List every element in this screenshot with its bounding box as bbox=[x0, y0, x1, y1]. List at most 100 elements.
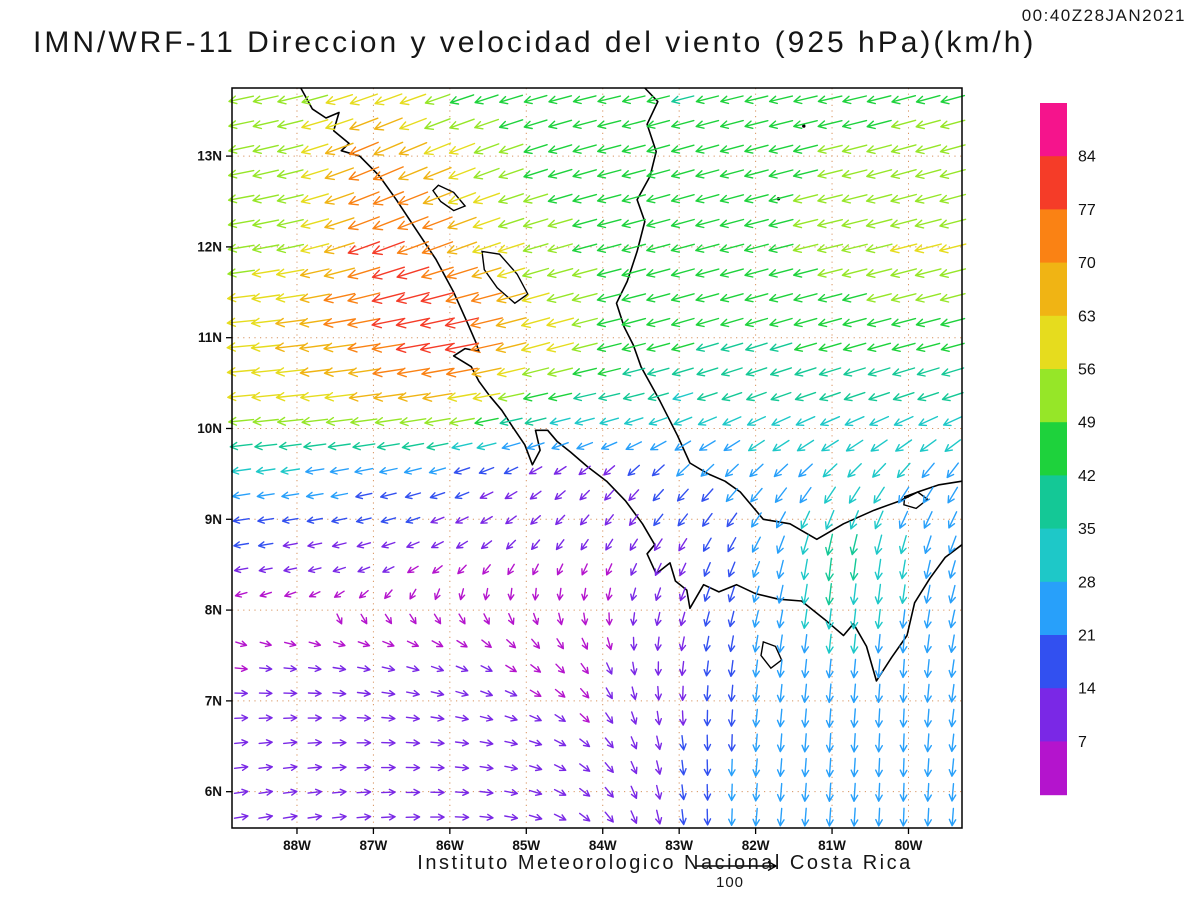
colorbar-label: 21 bbox=[1078, 628, 1096, 645]
wind-arrow bbox=[571, 342, 598, 353]
wind-arrow bbox=[948, 783, 957, 802]
wind-arrow bbox=[671, 342, 695, 352]
wind-arrow bbox=[727, 537, 737, 553]
wind-arrow bbox=[630, 612, 638, 626]
wind-arrow bbox=[825, 658, 834, 679]
wind-arrow bbox=[921, 462, 935, 479]
wind-arrow bbox=[825, 683, 834, 704]
wind-arrow bbox=[895, 439, 913, 452]
wind-arrow bbox=[599, 417, 620, 426]
wind-arrow bbox=[843, 391, 866, 402]
wind-arrow bbox=[454, 788, 470, 796]
colorbar-label: 63 bbox=[1078, 308, 1096, 325]
wind-arrow bbox=[424, 417, 451, 427]
wind-arrow bbox=[349, 93, 378, 106]
wind-arrow bbox=[622, 392, 645, 402]
wind-arrow bbox=[556, 587, 564, 601]
wind-arrow bbox=[670, 268, 695, 278]
wind-arrow bbox=[333, 640, 346, 648]
wind-arrow bbox=[605, 612, 613, 626]
wind-arrow bbox=[547, 193, 573, 204]
wind-arrow bbox=[523, 193, 549, 204]
wind-arrow bbox=[430, 739, 445, 747]
wind-arrow bbox=[580, 688, 590, 699]
wind-arrow bbox=[356, 788, 372, 796]
wind-arrow bbox=[924, 708, 932, 728]
wind-arrow bbox=[744, 218, 769, 229]
wind-arrow bbox=[655, 760, 663, 775]
wind-arrow bbox=[948, 659, 957, 678]
wind-arrow bbox=[646, 144, 671, 154]
wind-arrow bbox=[449, 94, 475, 105]
wind-arrow bbox=[695, 342, 719, 352]
wind-arrow bbox=[504, 813, 519, 821]
wind-arrow bbox=[323, 267, 355, 279]
wind-arrow bbox=[646, 169, 671, 179]
wind-arrow bbox=[399, 93, 427, 106]
wind-arrow bbox=[719, 218, 745, 229]
wind-arrow bbox=[744, 317, 769, 328]
wind-arrow bbox=[374, 93, 403, 106]
wind-arrow bbox=[471, 267, 502, 279]
wind-arrow bbox=[874, 608, 883, 629]
wind-arrow bbox=[604, 762, 614, 773]
wind-arrow bbox=[371, 342, 406, 353]
wind-arrow bbox=[384, 589, 393, 600]
wind-arrow bbox=[257, 516, 275, 524]
wind-arrow bbox=[323, 292, 356, 304]
wind-arrow bbox=[923, 584, 932, 604]
wind-arrow bbox=[825, 757, 834, 778]
wind-arrow bbox=[299, 342, 331, 353]
lat-tick-label: 12N bbox=[197, 239, 222, 254]
wind-arrow bbox=[628, 513, 639, 526]
wind-arrow bbox=[670, 218, 695, 229]
wind-arrow bbox=[899, 584, 908, 604]
wind-arrow bbox=[842, 95, 867, 105]
wind-arrow bbox=[776, 733, 785, 753]
wind-arrow bbox=[325, 94, 354, 106]
wind-arrow bbox=[622, 95, 646, 105]
wind-arrow bbox=[299, 367, 330, 377]
wind-arrow bbox=[503, 466, 519, 475]
wind-arrow bbox=[794, 342, 818, 352]
wind-arrow bbox=[875, 708, 883, 728]
wind-arrow bbox=[601, 441, 618, 450]
wind-arrow bbox=[744, 293, 769, 303]
wind-arrow bbox=[556, 612, 564, 626]
reference-vector-arrow bbox=[696, 860, 778, 872]
wind-arrow bbox=[724, 463, 739, 477]
wind-arrow bbox=[472, 217, 501, 230]
wind-arrow bbox=[647, 367, 670, 377]
wind-arrow bbox=[842, 317, 867, 328]
wind-arrow bbox=[939, 268, 967, 278]
wind-arrow bbox=[421, 266, 454, 280]
wind-arrow bbox=[849, 558, 859, 581]
wind-arrow bbox=[448, 167, 476, 180]
wind-arrow bbox=[579, 738, 591, 748]
wind-arrow bbox=[332, 566, 346, 574]
wind-arrow bbox=[866, 268, 893, 278]
wind-arrow bbox=[532, 587, 539, 601]
wind-arrow bbox=[605, 712, 614, 724]
wind-arrow bbox=[331, 763, 347, 772]
wind-arrow bbox=[776, 511, 786, 529]
axis-labels: 88W 87W 86W 85W 84W 83W 82W 81W 80W 13N 12N 11N 10N 9… bbox=[197, 149, 922, 853]
wind-arrow bbox=[420, 292, 455, 305]
wind-arrow bbox=[499, 94, 524, 105]
wind-arrow bbox=[549, 417, 571, 426]
wind-arrow bbox=[572, 367, 597, 377]
wind-arrow bbox=[679, 710, 687, 726]
wind-arrow bbox=[940, 94, 966, 105]
wind-arrow bbox=[455, 714, 469, 722]
wind-arrow bbox=[896, 462, 911, 478]
wind-arrow bbox=[406, 640, 419, 648]
lon-tick-label: 83W bbox=[665, 838, 693, 853]
wind-arrow bbox=[648, 416, 668, 426]
wind-arrow bbox=[596, 318, 622, 328]
wind-arrow bbox=[695, 317, 720, 328]
wind-arrow bbox=[233, 763, 249, 771]
wind-arrow bbox=[371, 266, 405, 280]
wind-arrow bbox=[874, 558, 883, 580]
wind-arrow bbox=[420, 317, 455, 329]
wind-arrow bbox=[325, 118, 354, 131]
